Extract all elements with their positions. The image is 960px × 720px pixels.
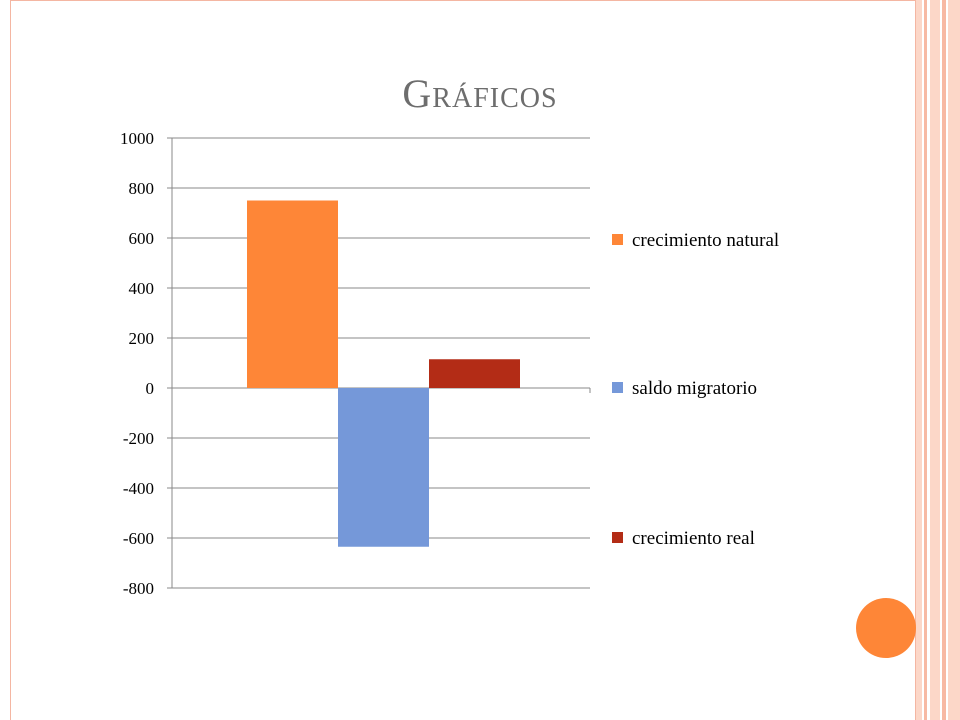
stripe-1 xyxy=(916,0,922,720)
decorative-side-stripes xyxy=(916,0,960,720)
legend-label-crecimiento-real: crecimiento real xyxy=(632,528,755,549)
y-tick-label: -800 xyxy=(123,579,154,598)
legend-swatch-saldo-migratorio xyxy=(612,382,623,393)
stripe-3 xyxy=(930,0,940,720)
stripe-5 xyxy=(948,0,960,720)
slide-frame xyxy=(10,0,916,720)
legend-swatch-crecimiento-real xyxy=(612,532,623,543)
y-tick-label: 1000 xyxy=(120,129,154,148)
y-tick-label: -600 xyxy=(123,529,154,548)
legend-label-saldo-migratorio: saldo migratorio xyxy=(632,378,757,399)
bar-crecimiento-natural xyxy=(247,200,338,388)
legend-swatch-crecimiento-natural xyxy=(612,234,623,245)
slide-frame-top xyxy=(10,0,916,1)
legend-label-crecimiento-natural: crecimiento natural xyxy=(632,230,779,251)
y-tick-label: -200 xyxy=(123,429,154,448)
y-tick-label: 0 xyxy=(146,379,155,398)
slide-title: Gráficos xyxy=(402,71,558,116)
stripe-4 xyxy=(942,0,946,720)
y-tick-label: 200 xyxy=(129,329,155,348)
y-tick-label: 800 xyxy=(129,179,155,198)
y-tick-label: 400 xyxy=(129,279,155,298)
stripe-2 xyxy=(924,0,927,720)
accent-circle xyxy=(856,598,916,658)
y-tick-label: 600 xyxy=(129,229,155,248)
y-tick-label: -400 xyxy=(123,479,154,498)
bar-crecimiento-real xyxy=(429,359,520,388)
bar-saldo-migratorio xyxy=(338,388,429,547)
